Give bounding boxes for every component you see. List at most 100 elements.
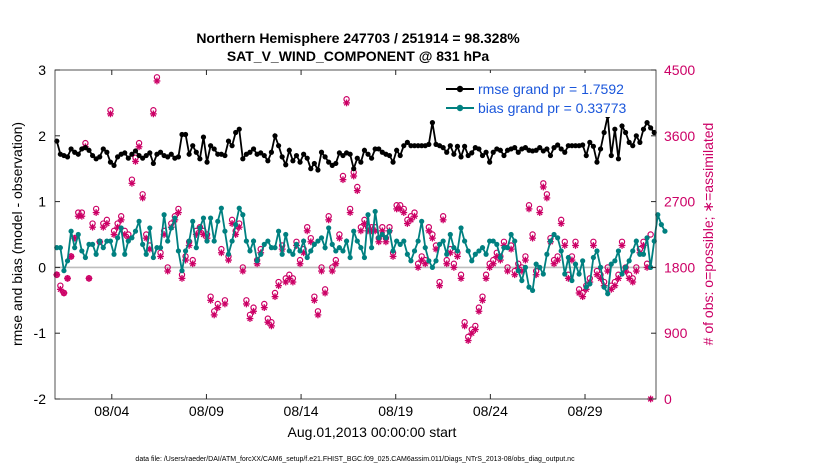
obs-assimilated-point	[92, 209, 100, 216]
asterisk-stroke	[261, 304, 268, 311]
rmse-point	[258, 150, 264, 156]
bias-point	[193, 245, 199, 251]
rmse-point	[297, 159, 303, 165]
bias-point	[293, 241, 300, 247]
rmse-point	[376, 146, 382, 152]
rmse-point	[336, 150, 343, 156]
legend-bias-label: bias grand pr = 0.33773	[478, 100, 626, 116]
bias-point	[544, 251, 550, 257]
bias-point	[562, 271, 568, 277]
obs-assimilated-point	[482, 274, 490, 282]
asterisk-stroke	[554, 257, 561, 263]
obs-assimilated-point	[529, 234, 536, 242]
asterisk-stroke	[594, 271, 600, 278]
asterisk-stroke	[526, 206, 532, 212]
rmse-point	[411, 143, 418, 149]
bias-point	[118, 225, 124, 231]
bias-point	[454, 248, 461, 254]
obs-assimilated-point	[400, 209, 408, 216]
obs-assimilated-point	[117, 216, 125, 224]
rmse-point	[358, 159, 364, 165]
rmse-point	[601, 129, 607, 136]
obs-assimilated-point	[314, 311, 322, 319]
bias-point	[601, 284, 607, 290]
bias-point	[565, 254, 571, 261]
bias-point	[175, 248, 182, 254]
asterisk-stroke	[150, 111, 157, 117]
rmse-point	[354, 155, 360, 161]
obs-assimilated-point	[579, 293, 587, 301]
bias-point	[644, 235, 650, 241]
bias-point	[558, 248, 564, 254]
rmse-point	[648, 125, 654, 131]
obs-assimilated-point	[64, 274, 71, 282]
asterisk-stroke	[476, 308, 482, 315]
bias-point	[426, 258, 432, 264]
obs-assimilated-point	[310, 296, 318, 304]
obs-assimilated-point	[110, 231, 118, 238]
rmse-point	[132, 148, 139, 154]
asterisk-stroke	[615, 275, 622, 282]
asterisk-stroke	[415, 264, 421, 271]
rmse-point	[190, 143, 196, 149]
obs-assimilated-point	[525, 205, 533, 213]
rmse-point	[86, 147, 92, 153]
rmse-point	[311, 160, 317, 167]
rmse-point	[175, 154, 182, 160]
asterisk-stroke	[236, 224, 243, 231]
bias-point	[165, 238, 171, 244]
bias-point	[379, 231, 385, 238]
rmse-point	[587, 139, 593, 145]
rmse-point	[497, 147, 503, 153]
y-left-tick-label: -1	[34, 325, 47, 341]
bias-point	[268, 245, 275, 251]
rmse-point	[165, 154, 171, 160]
bias-point	[465, 248, 471, 254]
bias-point	[93, 251, 99, 257]
rmse-point	[637, 139, 643, 145]
asterisk-stroke	[175, 209, 182, 216]
obs-assimilated-point	[407, 216, 415, 224]
bias-point	[247, 248, 253, 254]
bias-point	[583, 284, 589, 290]
bias-point	[576, 271, 582, 277]
rmse-point	[200, 134, 207, 140]
rmse-point	[608, 152, 614, 159]
rmse-point	[462, 143, 468, 149]
rmse-point	[368, 155, 375, 161]
bias-point	[547, 238, 554, 244]
bias-point	[89, 241, 96, 247]
obs-assimilated-point	[214, 304, 222, 312]
asterisk-stroke	[536, 209, 543, 216]
asterisk-stroke	[247, 315, 253, 322]
asterisk-stroke	[572, 242, 579, 249]
rmse-point	[490, 149, 496, 155]
obs-assimilated-point	[164, 267, 172, 275]
obs-assimilated-point	[132, 157, 139, 165]
bias-point	[161, 212, 167, 218]
rmse-point	[68, 146, 74, 152]
rmse-point	[533, 147, 539, 153]
asterisk-stroke	[569, 257, 575, 263]
obs-assimilated-point	[60, 289, 68, 297]
bias-point	[408, 258, 414, 264]
obs-assimilated-point	[149, 110, 157, 118]
rmse-point	[626, 139, 632, 145]
bias-point	[422, 245, 428, 251]
rmse-point	[565, 143, 571, 149]
bias-point	[354, 238, 360, 244]
asterisk-stroke	[619, 242, 625, 249]
asterisk-stroke	[483, 275, 489, 282]
asterisk-stroke	[225, 257, 232, 263]
rmse-point	[240, 156, 246, 162]
bias-point	[54, 245, 60, 251]
obs-assimilated-point	[128, 179, 136, 187]
obs-assimilated-point	[268, 322, 275, 330]
asterisk-stroke	[429, 235, 436, 241]
asterisk-stroke	[375, 238, 382, 245]
bias-point	[605, 291, 611, 297]
rmse-point	[89, 152, 96, 159]
rmse-point	[429, 120, 436, 126]
bias-point	[626, 258, 632, 264]
